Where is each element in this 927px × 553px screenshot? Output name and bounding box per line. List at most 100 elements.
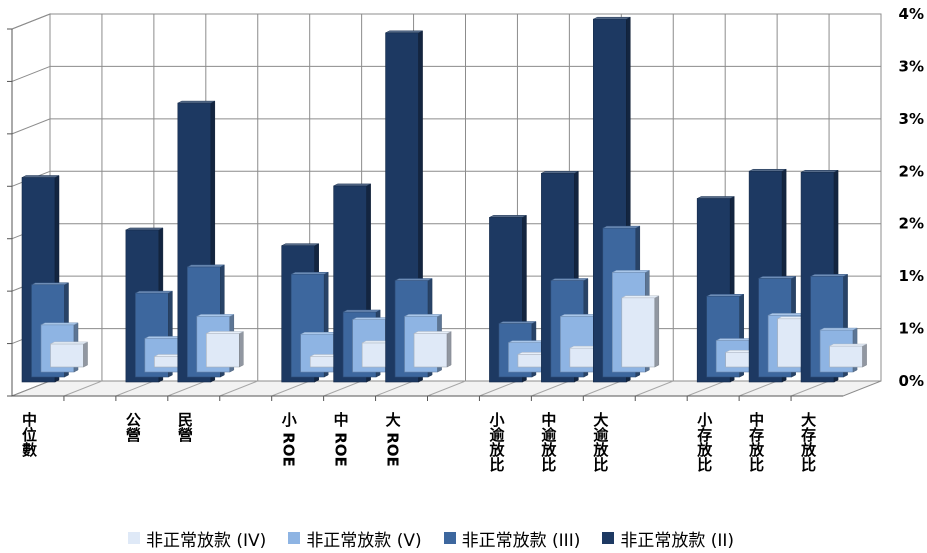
floor-divider <box>790 380 830 397</box>
bar-top <box>125 227 163 231</box>
legend-label-iii: 非正常放款 (III) <box>461 530 581 551</box>
gridline-side <box>11 65 51 82</box>
bar-top <box>541 171 579 174</box>
y-tick-label: 3% <box>899 57 924 75</box>
legend-swatch-v <box>288 532 301 544</box>
legend-label-ii: 非正常放款 (II) <box>620 530 735 551</box>
bar-top <box>768 313 806 316</box>
bar-top <box>196 314 234 317</box>
bar-top <box>498 321 537 324</box>
y-tick-label: 2% <box>899 162 924 180</box>
bar <box>50 341 88 368</box>
bar-front <box>206 333 240 368</box>
bar-top <box>612 270 650 273</box>
floor-divider <box>427 380 466 397</box>
bar-side <box>239 331 244 368</box>
bar-top <box>508 340 546 343</box>
bar-side <box>654 295 660 368</box>
y-axis: 0% 1% 1% 2% 2% 3% 3% 4% <box>7 5 924 397</box>
bar-side <box>862 343 867 368</box>
bar-top <box>21 175 60 178</box>
floor-divider <box>687 380 726 397</box>
category-label: 民營 <box>176 412 194 442</box>
category-label: 小 ROE <box>280 412 298 467</box>
floor-divider <box>167 380 206 397</box>
legend: 非正常放款 (IV) 非正常放款 (V) 非正常放款 (III) 非正常放款 (… <box>128 526 756 551</box>
legend-item-v: 非正常放款 (V) <box>288 526 422 551</box>
bar-top <box>758 276 796 279</box>
bar <box>206 331 244 368</box>
bar-top <box>144 336 182 339</box>
floor-divider <box>323 380 362 397</box>
category-label: 大逾放比 <box>591 411 609 473</box>
category-label: 大 ROE <box>384 411 402 467</box>
bar <box>829 343 867 368</box>
legend-label-v: 非正常放款 (V) <box>306 530 422 551</box>
bar <box>621 295 660 368</box>
bar-top <box>489 215 527 218</box>
bar-top <box>352 317 390 320</box>
bar-top <box>749 168 787 172</box>
legend-swatch-ii <box>602 532 615 544</box>
bar-top <box>333 183 371 187</box>
bar-top <box>291 271 329 275</box>
y-tick-label: 2% <box>899 215 924 233</box>
category-label: 中位數 <box>20 411 38 458</box>
bar-top <box>602 225 640 229</box>
y-tick-label: 1% <box>899 267 924 285</box>
gridline-side <box>11 118 51 135</box>
category-label: 公營 <box>124 412 142 442</box>
bar-side <box>446 331 452 368</box>
bar-top <box>40 322 79 326</box>
bar-top <box>300 332 338 335</box>
bar-top <box>413 331 452 334</box>
bar-top <box>177 100 215 104</box>
floor-divider <box>531 380 570 397</box>
bar-top <box>716 338 754 341</box>
bar-top <box>697 196 735 199</box>
category-label: 中存放比 <box>747 411 765 473</box>
floor-divider <box>738 380 778 397</box>
bar-side <box>83 341 88 368</box>
bar-top <box>187 264 225 268</box>
floor-divider <box>583 380 622 397</box>
bar-top <box>404 314 442 317</box>
bar-top <box>385 30 423 34</box>
floor-divider <box>271 380 310 397</box>
category-label: 中逾放比 <box>539 411 557 473</box>
bar-top <box>810 274 848 277</box>
gridline-side <box>11 13 51 30</box>
floor-divider <box>63 380 103 397</box>
bar-top <box>281 243 319 246</box>
bar-front <box>621 297 656 368</box>
y-tick-label: 1% <box>899 320 924 338</box>
bar-top <box>206 331 244 334</box>
floor-divider <box>479 380 518 397</box>
y-tick-label: 4% <box>899 5 924 23</box>
y-tick-label: 3% <box>899 110 924 128</box>
category-label: 大存放比 <box>799 411 817 473</box>
bar-top <box>829 343 867 347</box>
category-label: 中 ROE <box>332 411 350 467</box>
bar-front <box>50 343 84 368</box>
floor-divider <box>635 380 674 397</box>
legend-item-iii: 非正常放款 (III) <box>443 526 581 551</box>
category-label: 小存放比 <box>695 412 713 473</box>
bar-top <box>800 170 839 173</box>
floor-divider <box>375 380 414 397</box>
legend-item-ii: 非正常放款 (II) <box>602 526 734 551</box>
y-tick-label: 0% <box>899 372 924 390</box>
legend-item-iv: 非正常放款 (IV) <box>128 526 266 551</box>
bar <box>413 331 452 368</box>
legend-swatch-iv <box>128 532 140 544</box>
bar-top <box>550 278 588 281</box>
bar-top <box>593 16 631 20</box>
x-axis: 中位數 公營 民營 小 ROE 中 ROE 大 ROE 小逾放比 中逾放比 大逾放比 小存放比 中存… <box>12 395 843 473</box>
bar-front <box>829 345 863 368</box>
floor-divider <box>115 380 155 397</box>
bar-top <box>135 290 173 294</box>
legend-label-iv: 非正常放款 (IV) <box>146 530 267 551</box>
chart-bars <box>21 16 867 383</box>
category-label: 小逾放比 <box>487 412 505 473</box>
bar-top <box>706 294 744 297</box>
